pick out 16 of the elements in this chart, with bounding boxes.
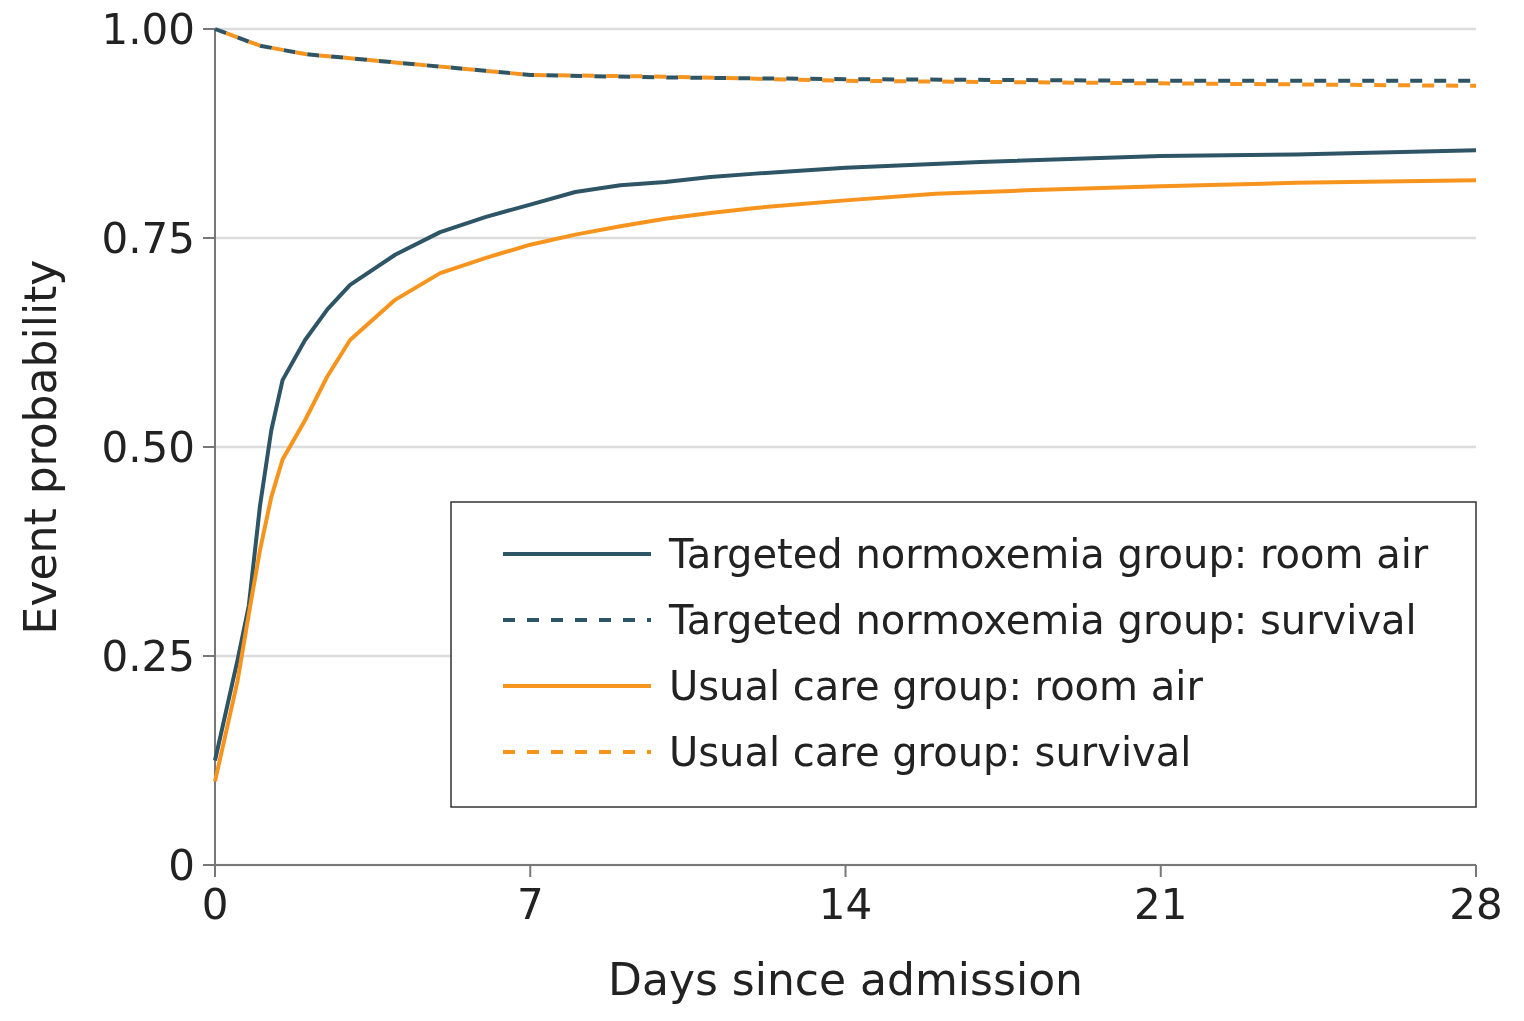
x-tick-label: 7 <box>516 880 544 929</box>
x-tick-label: 28 <box>1449 880 1503 929</box>
y-tick-label: 0 <box>168 840 195 890</box>
x-tick-label: 0 <box>201 880 229 929</box>
legend-label: Usual care group: room air <box>669 663 1204 709</box>
legend-label: Targeted normoxemia group: room air <box>668 531 1429 577</box>
x-axis-title: Days since admission <box>608 954 1083 1005</box>
x-tick-label: 21 <box>1134 880 1188 929</box>
y-tick-label: 1.00 <box>101 4 195 54</box>
y-tick-label: 0.50 <box>101 422 195 472</box>
legend-label: Usual care group: survival <box>669 729 1192 775</box>
y-tick-label: 0.75 <box>101 213 195 263</box>
legend-label: Targeted normoxemia group: survival <box>668 597 1417 643</box>
y-axis-title: Event probability <box>15 259 66 635</box>
x-tick-label: 14 <box>818 880 873 929</box>
y-tick-label: 0.25 <box>101 631 195 681</box>
